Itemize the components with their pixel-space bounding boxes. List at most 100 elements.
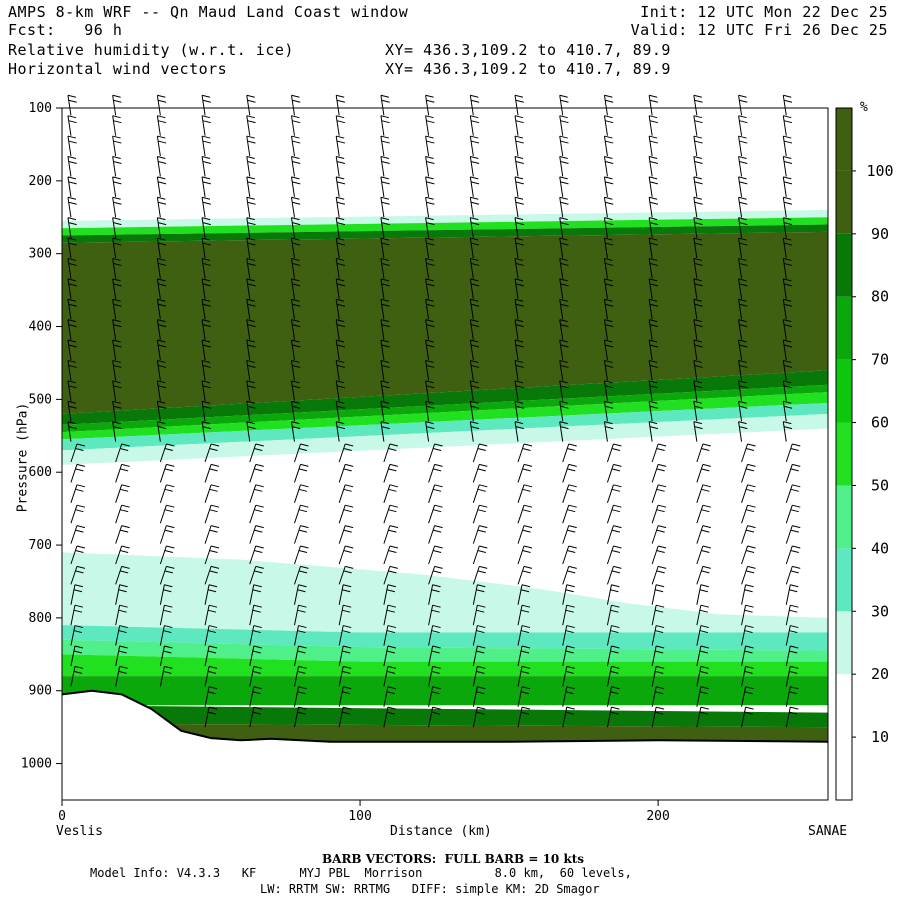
wind-barb [514, 359, 524, 381]
wind-barb [562, 625, 575, 646]
wind-barb [159, 645, 173, 667]
rh-band-40 [62, 625, 828, 651]
wind-barb [67, 196, 77, 218]
wind-barb [249, 665, 262, 687]
wind-barb [738, 217, 748, 238]
wind-barb [693, 400, 703, 422]
wind-barb [204, 645, 218, 667]
wind-barb [383, 525, 399, 544]
wind-barb [606, 525, 622, 544]
wind-barb [159, 525, 175, 544]
wind-barb [380, 217, 390, 238]
wind-barb [246, 339, 256, 361]
wind-barb [112, 339, 122, 361]
wind-barb [782, 155, 793, 177]
wind-barb [70, 665, 84, 687]
wind-barb [469, 135, 480, 157]
wind-barb [112, 115, 122, 136]
wind-barb [428, 686, 441, 707]
wind-barb [606, 686, 620, 707]
wind-barb [383, 463, 399, 483]
wind-barb [562, 545, 577, 565]
wind-barb [294, 443, 309, 463]
wind-barb [428, 645, 441, 667]
wind-barb [472, 463, 488, 483]
wind-barb [204, 625, 218, 646]
wind-barb [246, 400, 256, 422]
wind-barb [115, 645, 128, 667]
wind-barb [693, 339, 703, 361]
wind-barb [514, 257, 524, 279]
wind-barb [648, 237, 659, 259]
wind-barb [693, 196, 703, 218]
wind-barb [603, 359, 614, 381]
y-tick-label: 800 [29, 611, 52, 626]
x-tick-label: 200 [646, 809, 669, 824]
wind-barb [741, 525, 756, 544]
wind-barb [115, 484, 130, 503]
wind-barb [159, 604, 173, 626]
wind-barb [246, 135, 256, 157]
wind-barb [562, 686, 575, 707]
wind-barb [383, 604, 397, 626]
wind-barb [204, 604, 218, 626]
wind-barb [115, 545, 130, 565]
wind-barb [112, 94, 122, 116]
wind-barb [738, 176, 748, 197]
wind-barb [428, 525, 443, 544]
wind-barb [517, 443, 533, 463]
wind-barb [648, 217, 659, 238]
wind-barb [603, 237, 614, 259]
colorbar-tick-label: 50 [871, 476, 889, 494]
physics-info: LW: RRTM SW: RRTMG DIFF: simple KM: 2D S… [260, 882, 600, 896]
wind-barb [338, 565, 354, 585]
wind-barb [246, 298, 256, 320]
wind-barb [514, 94, 524, 116]
wind-barb [201, 278, 211, 299]
terrain-mask [62, 690, 828, 800]
wind-barb [648, 359, 659, 381]
wind-barb [562, 484, 577, 503]
endpoint-right-label: SANAE [808, 824, 848, 839]
wind-barb [606, 565, 622, 585]
wind-barb [469, 319, 480, 340]
wind-barb [603, 400, 614, 422]
wind-barb [159, 463, 175, 483]
wind-barb [741, 665, 754, 687]
wind-barb [741, 604, 754, 626]
plot-frame [61, 107, 829, 801]
wind-barb [469, 155, 480, 177]
wind-barb [782, 176, 793, 197]
wind-barb [156, 176, 167, 197]
wind-barb [738, 359, 748, 381]
xy-range-rh: XY= 436.3,109.2 to 410.7, 89.9 [385, 41, 671, 59]
wind-barb [603, 217, 614, 238]
wind-barb [156, 319, 167, 340]
wind-barb [469, 217, 480, 238]
wind-barb [67, 237, 77, 259]
wind-barb [383, 645, 397, 667]
wind-barb [514, 278, 524, 299]
wind-barb [782, 217, 793, 238]
wind-barb [559, 135, 569, 157]
wind-barb [425, 217, 435, 238]
wind-barb [648, 380, 659, 401]
wind-barb [204, 504, 220, 524]
xy-range-wind: XY= 436.3,109.2 to 410.7, 89.9 [385, 60, 671, 78]
wind-barb [380, 298, 390, 320]
wind-barb [338, 504, 354, 524]
wind-barb [693, 176, 703, 197]
wind-barb [782, 359, 793, 381]
wind-barb [380, 237, 390, 259]
colorbar-tick-label: 90 [871, 225, 889, 243]
wind-barb [603, 298, 614, 320]
wind-barb [651, 584, 665, 605]
wind-barb [517, 463, 533, 483]
wind-barb [290, 257, 301, 279]
wind-barb [648, 421, 659, 442]
wind-barb [651, 565, 667, 585]
wind-barb [469, 257, 480, 279]
wind-barb [738, 196, 748, 218]
wind-barb [738, 115, 748, 136]
wind-barb [782, 135, 793, 157]
